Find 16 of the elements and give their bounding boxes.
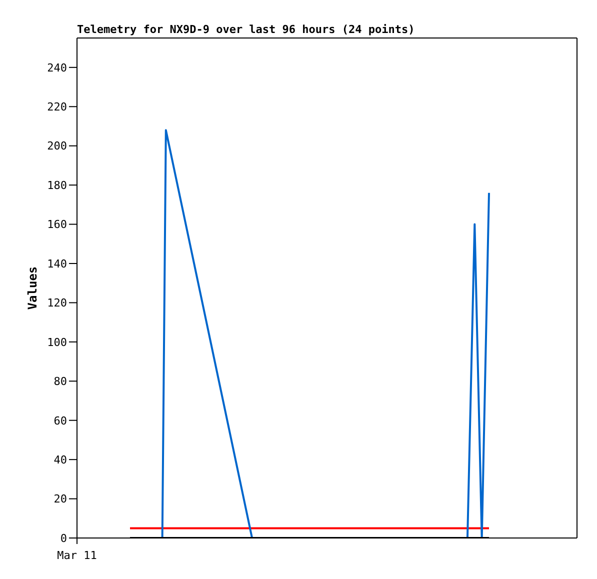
y-tick-label: 40 [54, 453, 67, 466]
y-tick-label: 200 [47, 140, 67, 153]
chart-title: Telemetry for NX9D-9 over last 96 hours (24 points) [77, 23, 415, 36]
y-tick-label: 0 [60, 532, 67, 545]
y-tick-label: 80 [54, 375, 67, 388]
y-tick-label: 20 [54, 492, 67, 506]
y-axis-title: Values [25, 266, 40, 310]
text: Mar 11 [57, 549, 97, 562]
y-tick-label: 140 [47, 257, 67, 270]
y-tick-label: 120 [47, 296, 67, 310]
y-tick-label: 160 [47, 218, 67, 232]
y-tick-label: 180 [47, 178, 67, 192]
y-tick-label: 60 [54, 414, 67, 428]
y-tick-label: 220 [47, 100, 67, 114]
y-tick-label: 240 [47, 61, 67, 74]
y-tick-label: 100 [47, 336, 67, 349]
